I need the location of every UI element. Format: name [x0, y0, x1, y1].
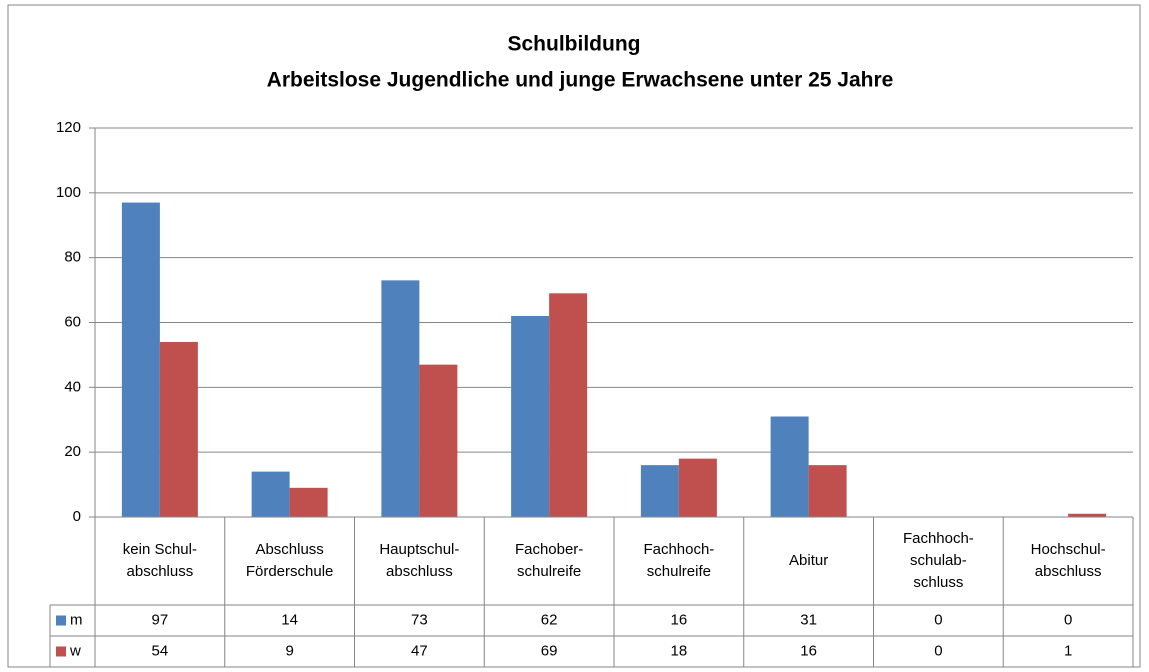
table-value: 97 [152, 611, 169, 628]
x-tick-label: Förderschule [246, 563, 334, 580]
bar [1068, 513, 1107, 517]
bar [549, 293, 588, 517]
x-tick-label: Abschluss [255, 541, 323, 558]
bar [770, 416, 809, 517]
y-tick-label: 60 [64, 313, 81, 330]
table-value: 16 [671, 611, 688, 628]
table-value: 1 [1064, 642, 1072, 659]
x-tick-label: schulab- [910, 552, 967, 569]
table-value: 0 [934, 642, 942, 659]
legend-swatch [56, 615, 66, 626]
x-tick-label: Fachhoch- [643, 541, 714, 558]
bar [289, 487, 328, 517]
bar [640, 465, 679, 517]
x-tick-label: Fachober- [515, 541, 583, 558]
table-value: 0 [1064, 611, 1072, 628]
chart-title: Schulbildung [508, 33, 641, 56]
y-tick-label: 0 [73, 508, 81, 525]
y-tick-label: 40 [64, 378, 81, 395]
x-tick-label: Hochschul- [1031, 541, 1106, 558]
bar [419, 364, 458, 517]
x-tick-label: Abitur [789, 552, 828, 569]
x-tick-label: schulreife [647, 563, 711, 580]
table-value: 69 [541, 642, 558, 659]
legend-label: w [69, 642, 81, 659]
table-value: 54 [152, 642, 169, 659]
bar [511, 316, 550, 517]
y-tick-label: 80 [64, 249, 81, 266]
table-value: 47 [411, 642, 428, 659]
legend-label: m [70, 611, 83, 628]
x-tick-label: abschluss [1035, 563, 1102, 580]
bar [678, 458, 717, 517]
x-tick-label: kein Schul- [123, 541, 197, 558]
x-tick-label: Hauptschul- [379, 541, 459, 558]
table-value: 31 [800, 611, 817, 628]
bar [159, 341, 198, 517]
bar [121, 202, 160, 517]
table-value: 0 [934, 611, 942, 628]
y-tick-label: 20 [64, 443, 81, 460]
bar [381, 280, 420, 517]
table-value: 62 [541, 611, 558, 628]
table-value: 14 [281, 611, 298, 628]
y-tick-label: 100 [56, 184, 81, 201]
legend-swatch [56, 646, 66, 657]
x-tick-label: abschluss [127, 563, 194, 580]
bar [808, 465, 847, 517]
x-tick-label: Fachhoch- [903, 530, 974, 547]
table-value: 16 [800, 642, 817, 659]
table-value: 73 [411, 611, 428, 628]
table-value: 9 [285, 642, 293, 659]
x-tick-label: abschluss [386, 563, 453, 580]
y-tick-label: 120 [56, 119, 81, 136]
bar [251, 471, 290, 517]
chart-subtitle: Arbeitslose Jugendliche und junge Erwach… [267, 69, 894, 92]
x-tick-label: schulreife [517, 563, 581, 580]
table-value: 18 [671, 642, 688, 659]
x-tick-label: schluss [913, 574, 963, 591]
